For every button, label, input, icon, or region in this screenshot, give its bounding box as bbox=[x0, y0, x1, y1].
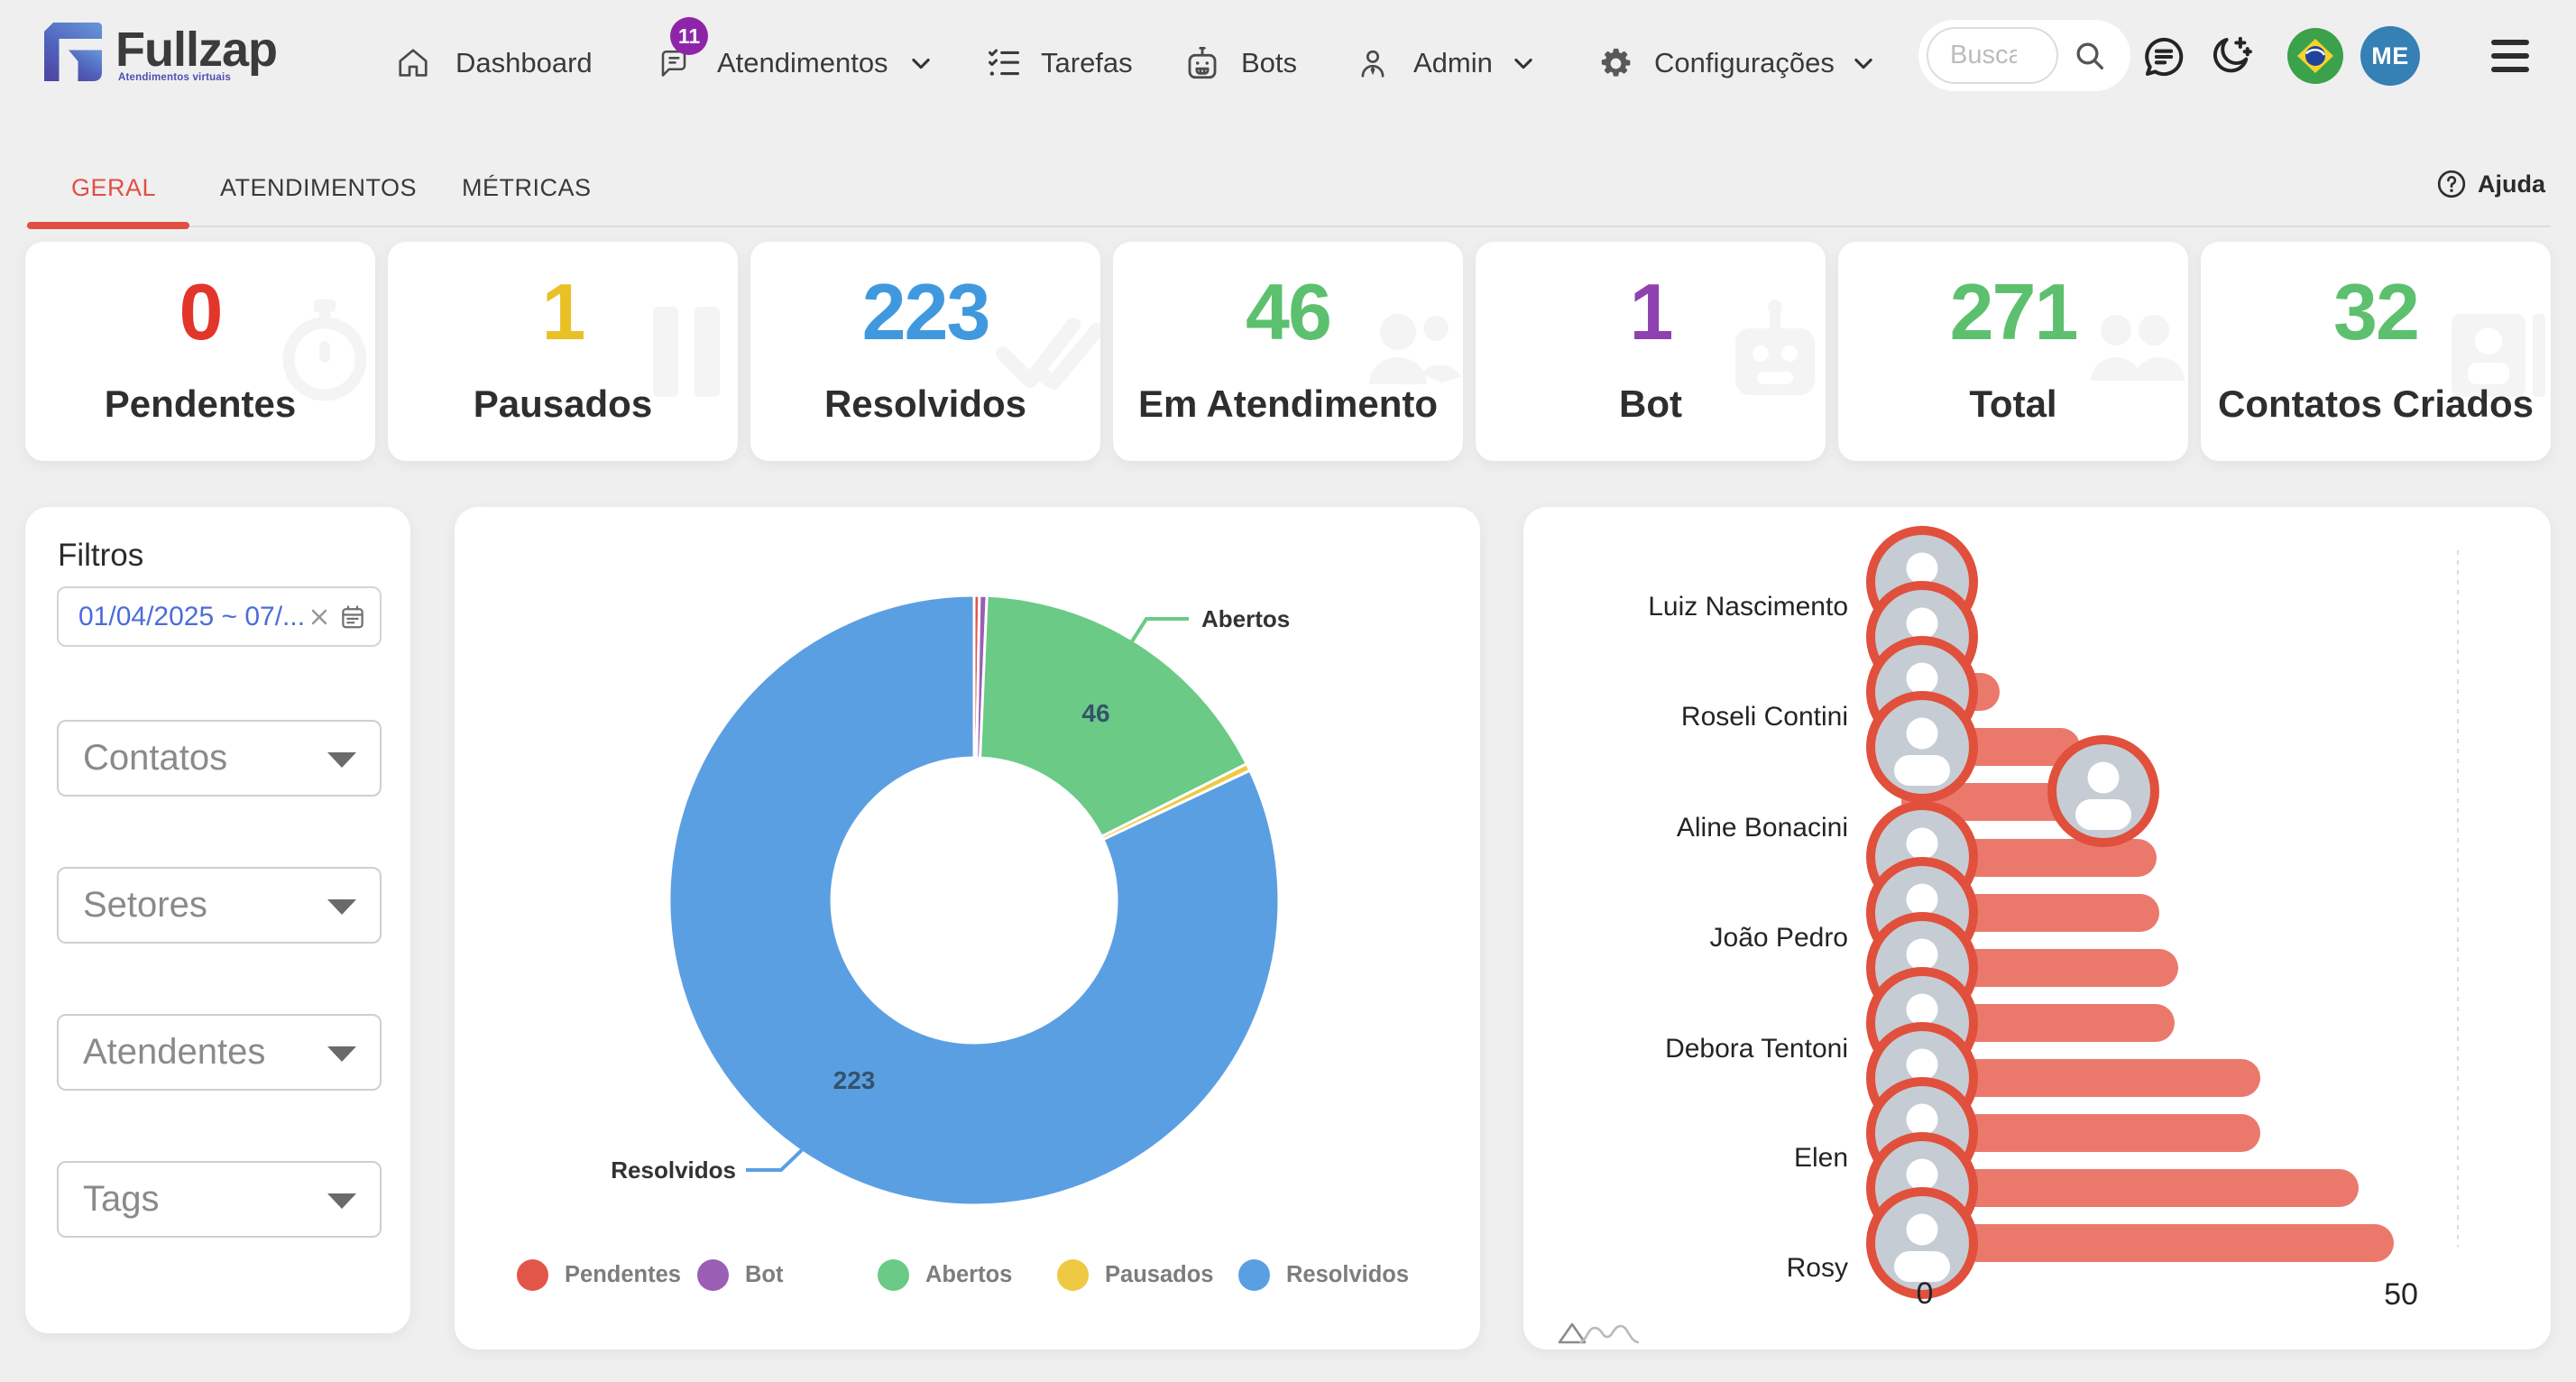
svg-text:223: 223 bbox=[833, 1066, 876, 1094]
svg-text:Abertos: Abertos bbox=[1201, 605, 1290, 632]
svg-text:Resolvidos: Resolvidos bbox=[611, 1156, 736, 1184]
svg-text:46: 46 bbox=[1081, 699, 1109, 727]
